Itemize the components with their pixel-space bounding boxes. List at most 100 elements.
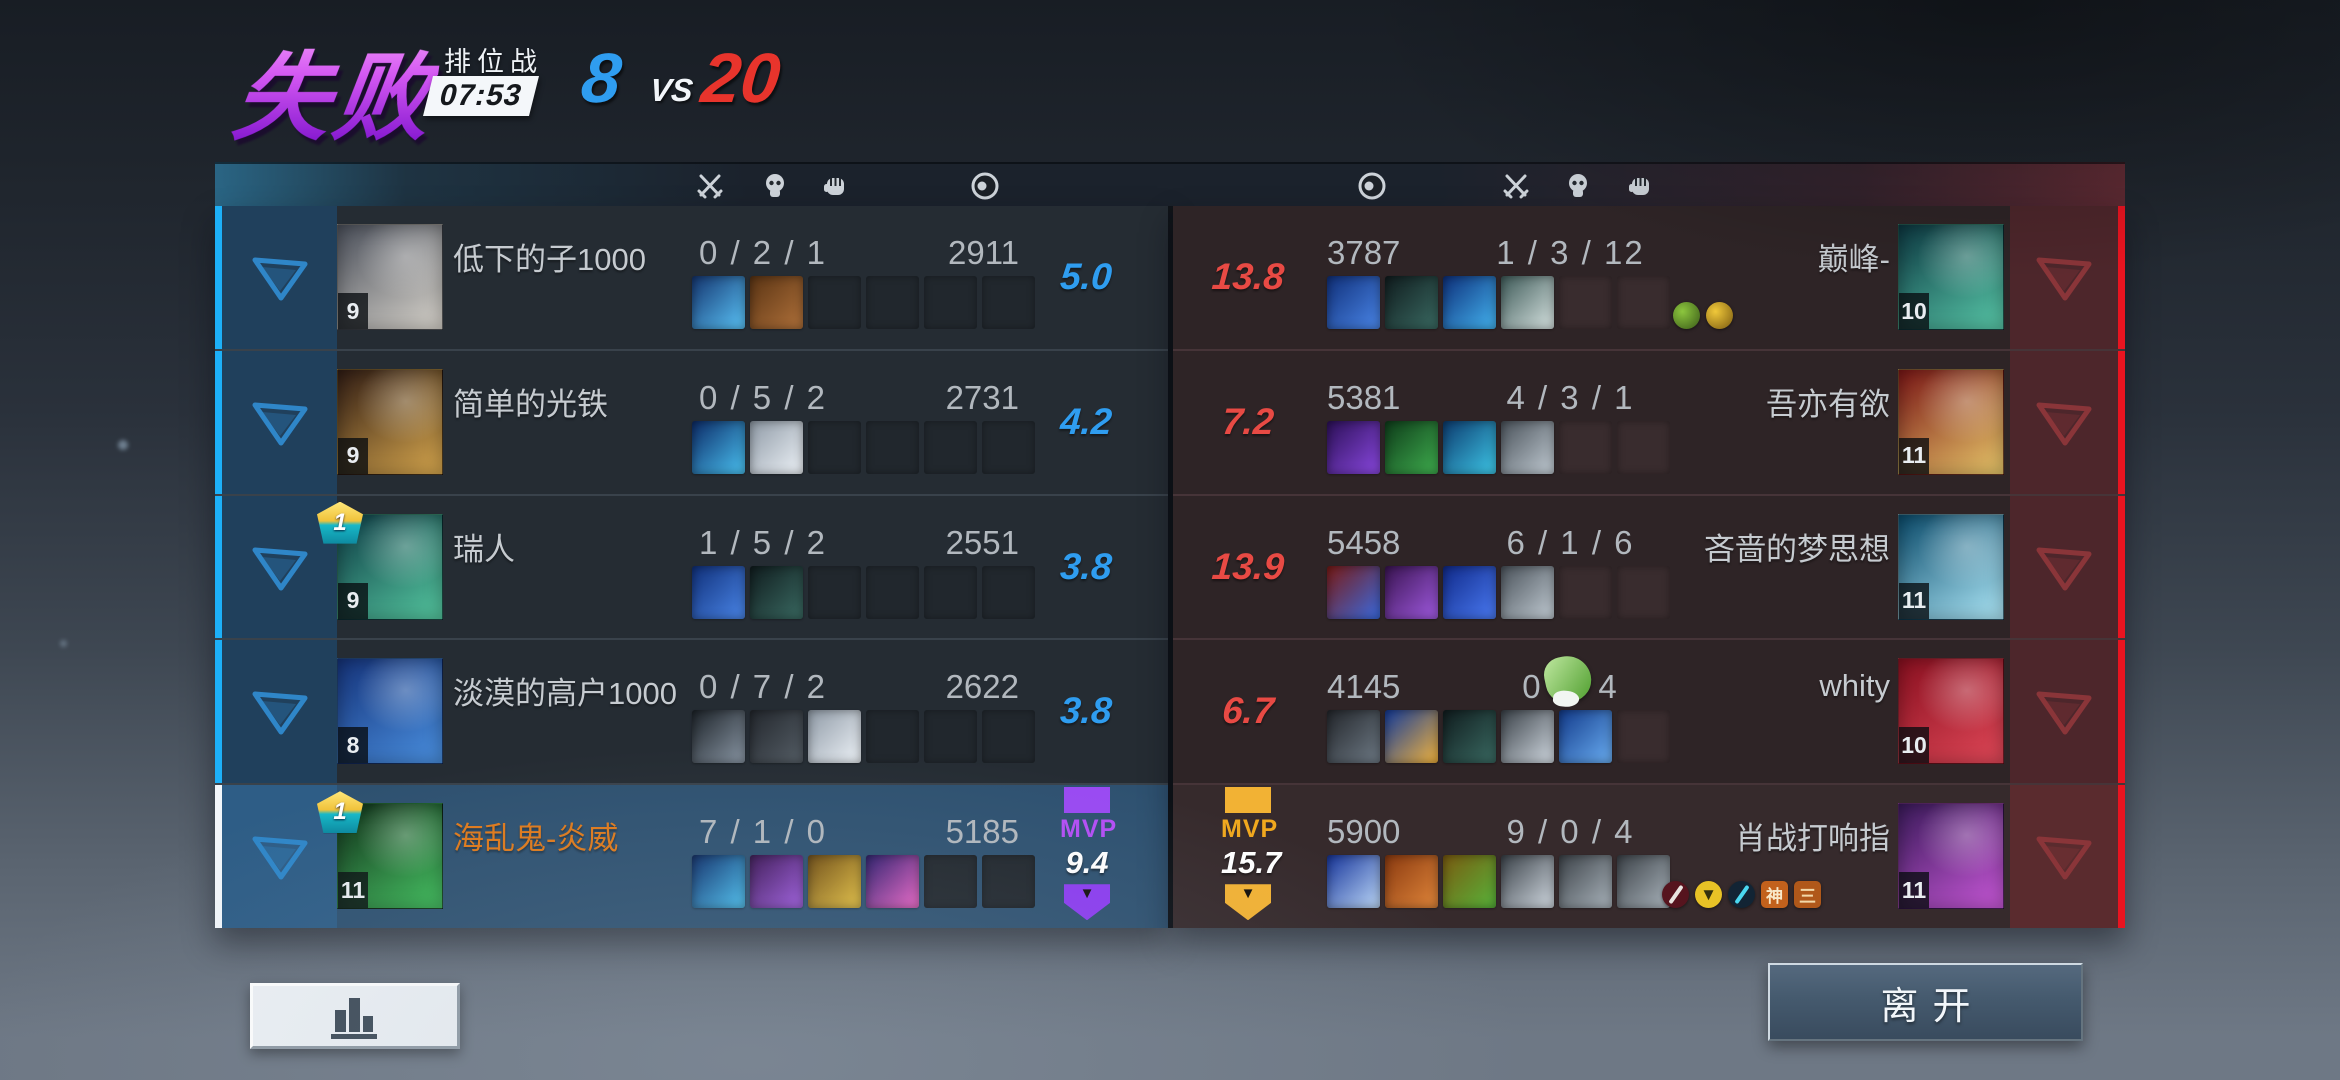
team-red-panel: 10 巅峰- 1 / 3 / 12 3787 13.8 11 吾亦有欲 4 / 3 / 1 53…	[1173, 206, 2125, 928]
panel-divider	[1168, 206, 1173, 928]
triangle-flag-icon[interactable]	[2034, 831, 2094, 883]
triangle-flag-icon[interactable]	[2034, 252, 2094, 304]
player-name: 简单的光铁	[453, 386, 608, 422]
player-row[interactable]: 8 淡漠的高户1000 0 / 7 / 2 2622 3.8	[215, 638, 1168, 784]
player-name: whity	[1819, 668, 1890, 704]
hero-odin-avatar[interactable]: 9	[337, 224, 443, 330]
hero-level-badge: 11	[1899, 437, 1929, 474]
empty-item-slot	[1617, 710, 1670, 764]
gold-earned-value: 5185	[945, 813, 1019, 851]
hero-level-badge: 8	[338, 727, 368, 764]
flag-column	[222, 350, 337, 494]
performance-rating: 7.2	[1220, 401, 1276, 443]
skull-icon	[1563, 171, 1593, 201]
green-boots-item	[1385, 420, 1438, 474]
mvp-score: 15.7	[1221, 845, 1282, 881]
blue-armor-item	[692, 565, 745, 619]
hero-longshot-avatar[interactable]: 11	[1898, 368, 2004, 475]
team-color-strip-blue	[215, 640, 222, 784]
flag-column	[2010, 206, 2118, 349]
arrow-down-icon: ▼	[1240, 885, 1256, 903]
hero-beast-avatar[interactable]: 8	[337, 658, 443, 765]
grey-hammer-item	[1559, 855, 1612, 909]
player-name: 肖战打响指	[1735, 821, 1890, 857]
triangle-flag-icon[interactable]	[250, 686, 310, 738]
shotgun-item	[1327, 710, 1380, 764]
player-row[interactable]: 9 1 瑞人 1 / 5 / 2 2551 3.8	[215, 493, 1168, 639]
item-slots	[692, 855, 1040, 909]
empty-item-slot	[808, 420, 861, 474]
mvp-label: MVP	[1221, 815, 1279, 844]
kda-value: 4 / 3 / 1	[1506, 378, 1635, 416]
player-row[interactable]: 11 1 海乱鬼-炎威 7 / 1 / 0 5185 MVP 9.4 ▼	[215, 783, 1168, 928]
blue-spell-blade-item	[692, 855, 745, 909]
orange-horn-item	[1385, 855, 1438, 909]
hero-mantis-avatar[interactable]: 10	[1898, 224, 2004, 330]
player-row[interactable]: 9 低下的子1000 0 / 2 / 1 2911 5.0	[215, 206, 1168, 349]
flag-column	[2010, 350, 2118, 494]
hero-doctor-strange-avatar[interactable]: 9	[337, 368, 443, 475]
gold-earned-value: 5900	[1327, 813, 1401, 851]
player-row[interactable]: 11 吾亦有欲 4 / 3 / 1 5381 7.2	[1173, 348, 2125, 494]
player-row[interactable]: 11 肖战打响指 9 / 0 / 4 5900 MVP 15.7 ▼ ▼ 神三	[1173, 783, 2125, 928]
silver-teal-armor-item	[1501, 276, 1554, 329]
stats-button[interactable]	[250, 983, 460, 1049]
performance-rating: 3.8	[1058, 545, 1114, 587]
empty-item-slot	[924, 855, 977, 909]
mvp-ribbon-top	[1225, 787, 1271, 814]
team-color-strip-red	[2118, 640, 2125, 784]
item-slots	[692, 276, 1040, 329]
empty-item-slot	[866, 565, 919, 619]
match-time: 07:53	[436, 79, 527, 112]
triangle-flag-icon[interactable]	[250, 542, 310, 594]
empty-item-slot	[1617, 420, 1670, 474]
brown-boots-item	[750, 276, 803, 329]
triangle-flag-icon[interactable]	[2034, 397, 2094, 449]
grey-hammer-item	[1617, 855, 1670, 909]
red-dagger-badge	[1662, 881, 1689, 909]
team-blue-score: 8	[577, 39, 626, 117]
player-row[interactable]: 10 巅峰- 1 / 3 / 12 3787 13.8	[1173, 206, 2125, 349]
kda-value: 0 / 2 / 1	[698, 234, 828, 271]
red-blue-spider-item	[1327, 565, 1380, 619]
kda-value: 1 / 3 / 12	[1496, 234, 1645, 271]
skull-icon	[760, 171, 790, 201]
hero-iceman-avatar[interactable]: 11	[1898, 513, 2004, 620]
triangle-flag-icon[interactable]	[2034, 686, 2094, 738]
empty-item-slot	[924, 420, 977, 474]
player-name: 巅峰-	[1817, 242, 1890, 277]
leave-button[interactable]: 离开	[1768, 963, 2083, 1041]
triangle-flag-icon[interactable]	[250, 252, 310, 304]
hero-level-badge: 11	[338, 872, 368, 909]
player-row[interactable]: 9 简单的光铁 0 / 5 / 2 2731 4.2	[215, 348, 1168, 494]
empty-item-slot	[924, 276, 977, 329]
hero-hawkeye-avatar[interactable]: 11	[1898, 803, 2004, 910]
gold-earned-value: 2622	[945, 668, 1019, 706]
flag-column	[2010, 640, 2118, 784]
flag-column	[222, 640, 337, 784]
hero-deadpool-avatar[interactable]: 10	[1898, 658, 2004, 765]
gold-earned-value: 2551	[945, 523, 1019, 561]
gold-earned-value: 4145	[1327, 668, 1401, 706]
triangle-flag-icon[interactable]	[2034, 542, 2094, 594]
ice-cube-item	[1443, 565, 1496, 619]
kda-value: 6 / 1 / 6	[1506, 523, 1635, 561]
purple-boots-item	[1385, 565, 1438, 619]
empty-item-slot	[924, 565, 977, 619]
bokeh-dot	[60, 640, 67, 647]
flag-column	[222, 785, 337, 928]
gold-earned-value: 2911	[948, 234, 1019, 271]
player-row[interactable]: 11 吝啬的梦思想 6 / 1 / 6 5458 13.9	[1173, 493, 2125, 639]
team-blue-panel: 9 低下的子1000 0 / 2 / 1 2911 5.0 9 简单的光铁 0 / 5 / 2…	[215, 206, 1168, 928]
badge-glyph	[1734, 884, 1750, 905]
match-result-text: 失败	[226, 20, 446, 159]
performance-rating: 13.9	[1210, 545, 1286, 587]
team-color-strip-blue	[215, 495, 222, 639]
item-slots	[1327, 276, 1675, 329]
empty-item-slot	[808, 276, 861, 329]
triangle-flag-icon[interactable]	[250, 397, 310, 449]
flag-column	[2010, 785, 2118, 928]
triangle-flag-icon[interactable]	[250, 831, 310, 883]
blue-bow-item	[1327, 855, 1380, 909]
